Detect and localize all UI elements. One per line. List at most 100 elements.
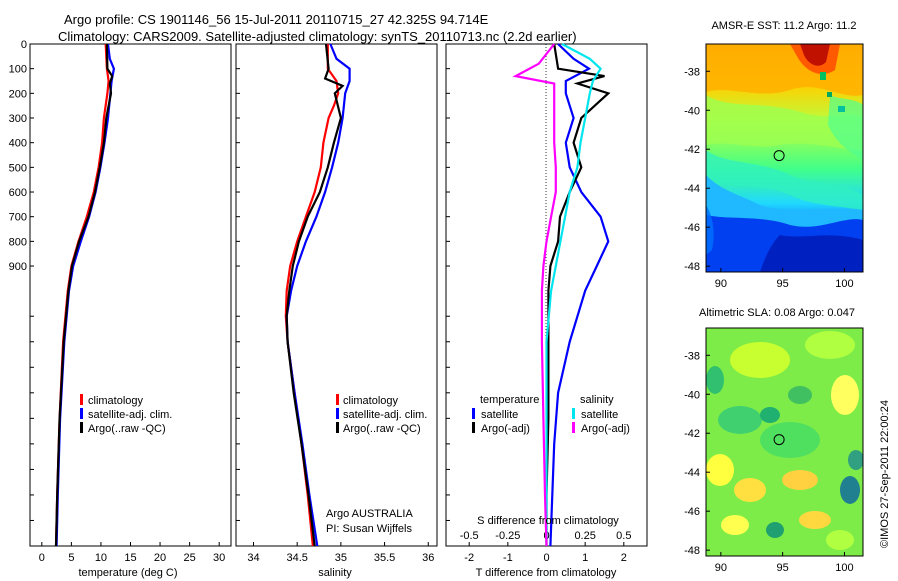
legend-label-argo: Argo(..raw -QC) [88,423,166,435]
x-tick-label: -2 [464,552,474,564]
salinity-difference-x-ticks: -0.5 -0.25 0 0.25 0.5 [460,530,632,542]
series-line-2 [54,43,114,547]
lat-tick-label: -40 [684,105,700,117]
depth-tick-label: 0 [21,39,27,51]
lat-tick-label: -38 [684,350,700,362]
sla-map-panel: Altimetric SLA: 0.08 Argo: 0.047 -38-40-… [684,307,864,574]
lon-tick-label: 95 [777,278,789,290]
legend-label-t-argo: Argo(-adj) [481,423,530,435]
difference-panel: -2 -1 0 1 2 -0.5 -0.25 0 0.25 0.5 T difference f… [445,43,648,579]
depth-tick-label: 400 [9,138,27,150]
legend-swatch-argo [336,422,339,433]
salinity-series [284,43,351,547]
lat-tick-label: -42 [684,428,700,440]
lat-tick-label: -44 [684,467,700,479]
lon-tick-label: 90 [715,278,727,290]
series-line-3 [512,43,557,547]
depth-tick-label: 700 [9,212,27,224]
lat-tick-label: -44 [684,183,700,195]
legend-swatch-s-satellite [572,408,575,419]
x-tick-label: 1 [582,552,588,564]
sla-map-title: Altimetric SLA: 0.08 Argo: 0.047 [699,307,855,319]
depth-tick-label: 200 [9,88,27,100]
sst-map-lon-ticks: 90 95 100 [715,268,854,290]
s-difference-xlabel: S difference from climatology [477,515,619,527]
salinity-legend: climatology satellite-adj. clim. Argo(..… [336,394,427,435]
legend-swatch-argo [80,422,83,433]
lat-tick-label: -38 [684,66,700,78]
difference-series [512,43,611,547]
x-tick-label: 36 [422,552,434,564]
credit-line2: PI: Susan Wijffels [326,523,412,535]
depth-tick-label: 100 [9,64,27,76]
x-tick-label: -1 [503,552,513,564]
x-tick-label: 15 [124,552,136,564]
legend-swatch-climatology [336,394,339,405]
credit-line1: Argo AUSTRALIA [326,508,413,520]
sst-map-image [706,44,863,272]
x-tick-label: 35 [335,552,347,564]
sla-map-image [706,328,863,556]
sst-map-title: AMSR-E SST: 11.2 Argo: 11.2 [711,20,856,32]
depth-tick-label: 300 [9,113,27,125]
t-difference-xlabel: T difference from climatology [476,567,617,579]
x-tick-label: 35.5 [374,552,395,564]
salinity-axes-box [235,43,438,547]
depth-tick-label: 500 [9,162,27,174]
legend-swatch-satellite [336,408,339,419]
lon-tick-label: 100 [835,278,853,290]
legend-title-temperature: temperature [480,394,539,406]
sst-map-frame [705,43,864,273]
lat-tick-label: -48 [684,545,700,557]
legend-swatch-t-satellite [472,408,475,419]
depth-tick-label: 900 [9,261,27,273]
x-tick-label: 25 [183,552,195,564]
sla-map-lat-ticks: -38 -40 -42 -44 -46 -48 [684,350,710,557]
legend-label-satellite: satellite-adj. clim. [88,409,172,421]
x-tick-label: 20 [154,552,166,564]
depth-tick-label: 600 [9,187,27,199]
x2-tick-label: -0.25 [495,530,520,542]
difference-legend: temperature salinity satellite Argo(-adj… [472,394,630,435]
legend-label-s-satellite: satellite [581,409,618,421]
x-tick-label: 2 [621,552,627,564]
legend-label-t-satellite: satellite [481,409,518,421]
salinity-panel: 34 34.5 35 35.5 36 salinity climatology sate… [235,43,438,579]
legend-swatch-satellite [80,408,83,419]
argo-position-marker [773,434,785,446]
x-tick-label: 34 [247,552,259,564]
legend-title-salinity: salinity [580,394,614,406]
lat-tick-label: -48 [684,261,700,273]
salinity-x-ticks: 34 34.5 35 35.5 36 [247,542,434,564]
x-tick-label: 0 [39,552,45,564]
lat-tick-label: -46 [684,222,700,234]
series-line-0 [549,43,610,547]
legend-label-climatology: climatology [343,395,399,407]
temperature-legend: climatology satellite-adj. clim. Argo(..… [80,394,172,435]
legend-label-climatology: climatology [88,395,144,407]
x-tick-label: 0 [543,552,549,564]
lat-tick-label: -40 [684,389,700,401]
salinity-y-ticks [236,43,240,521]
legend-label-argo: Argo(..raw -QC) [343,423,421,435]
sla-map-frame [705,327,864,557]
depth-tick-label: 800 [9,236,27,248]
series-line-2 [545,43,603,546]
header-line2: Climatology: CARS2009. Satellite-adjuste… [58,29,577,44]
sla-map-lon-ticks: 90 95 100 [715,552,854,574]
lon-tick-label: 90 [715,562,727,574]
imos-timestamp: ©IMOS 27-Sep-2011 22:00:24 [879,400,891,548]
temperature-series [54,43,116,547]
x-tick-label: 30 [213,552,225,564]
legend-swatch-climatology [80,394,83,405]
x-tick-label: 10 [95,552,107,564]
x-tick-label: 34.5 [286,552,307,564]
lat-tick-label: -46 [684,506,700,518]
sst-map-lat-ticks: -38 -40 -42 -44 -46 -48 [684,66,710,273]
header-line1: Argo profile: CS 1901146_56 15-Jul-2011 … [64,12,489,27]
argo-position-marker [773,150,785,162]
legend-label-satellite: satellite-adj. clim. [343,409,427,421]
x2-tick-label: 0.25 [574,530,595,542]
temperature-panel: 0 100 200 300 400 500 600 700 800 900 0 5 10 15 20 25 3… [9,39,232,579]
